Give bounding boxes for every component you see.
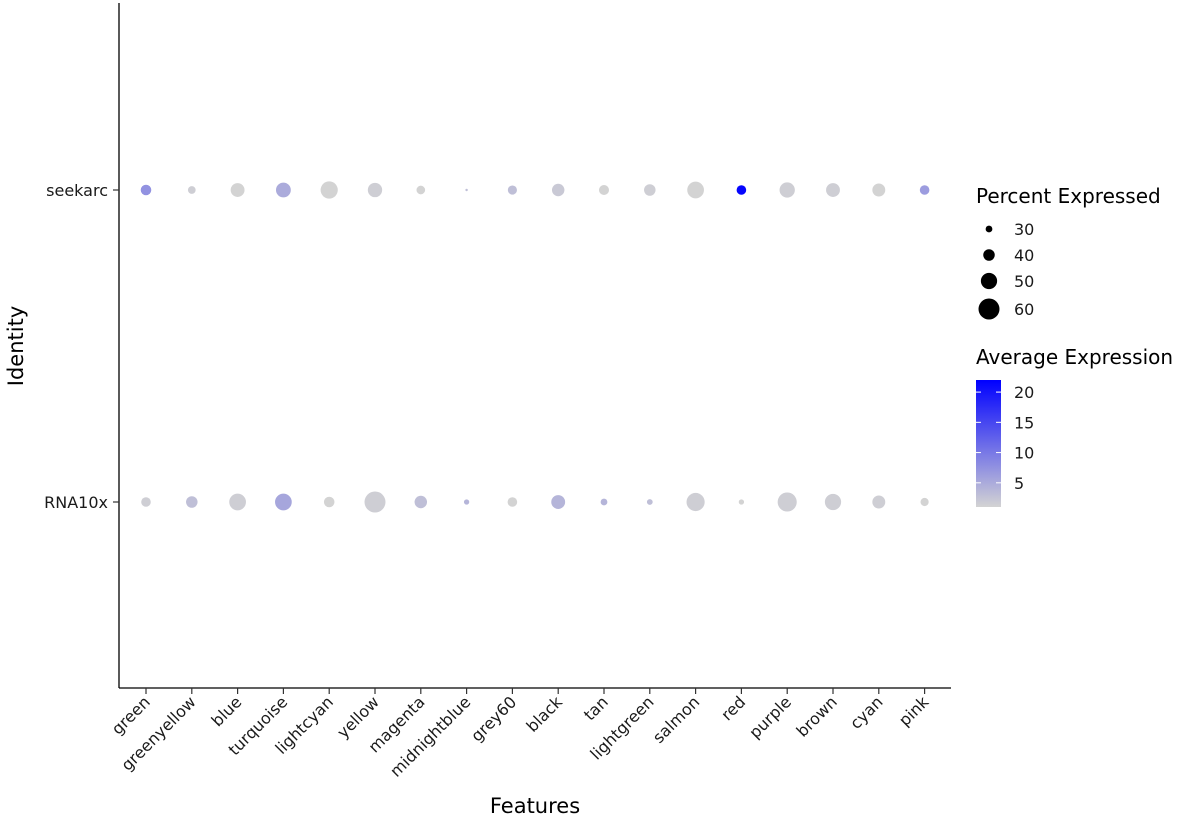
- dot-seekarc-yellow: [367, 182, 383, 198]
- y-axis-title: Identity: [4, 306, 28, 386]
- dot-seekarc-brown: [826, 183, 840, 197]
- x-tick-label-midnightblue: midnightblue: [386, 692, 474, 780]
- dot-RNA10x-greenyellow: [186, 496, 198, 508]
- size-legend-label-40: 40: [1014, 246, 1034, 265]
- dot-RNA10x-black: [551, 495, 566, 509]
- dot-RNA10x-turquoise: [275, 493, 292, 511]
- dot-seekarc-purple: [779, 182, 795, 198]
- size-legend-dot-30: [985, 225, 993, 233]
- dot-seekarc-cyan: [872, 183, 886, 197]
- dot-seekarc-red: [736, 185, 747, 195]
- x-axis-title: Features: [490, 794, 580, 816]
- x-tick-label-blue: blue: [208, 692, 246, 730]
- legend: Percent Expressed Average Expression 30 4…: [976, 184, 1173, 507]
- size-legend-label-60: 60: [1014, 300, 1034, 319]
- y-tick-label-seekarc: seekarc: [46, 181, 108, 200]
- size-legend-dot-40: [983, 249, 995, 261]
- dot-RNA10x-lightgreen: [646, 499, 653, 505]
- x-tick-label-grey60: grey60: [467, 692, 520, 745]
- dot-RNA10x-cyan: [872, 495, 886, 509]
- dot-RNA10x-blue: [229, 493, 246, 511]
- x-tick-label-red: red: [717, 692, 749, 724]
- x-tick-label-cyan: cyan: [846, 692, 886, 732]
- dot-seekarc-tan: [598, 184, 610, 196]
- plot-area: [140, 181, 930, 513]
- x-tick-label-brown: brown: [792, 692, 840, 740]
- size-legend-label-50: 50: [1014, 272, 1034, 291]
- x-tick-label-purple: purple: [745, 692, 795, 742]
- dot-seekarc-black: [551, 183, 565, 197]
- size-legend-dot-60: [978, 298, 1000, 320]
- dot-seekarc-magenta: [416, 185, 426, 195]
- color-legend-title: Average Expression: [976, 345, 1173, 369]
- dot-RNA10x-purple: [777, 492, 797, 512]
- x-tick-label-pink: pink: [895, 692, 933, 730]
- dot-RNA10x-brown: [824, 493, 842, 511]
- dot-seekarc-greenyellow: [187, 186, 196, 194]
- dot-seekarc-blue: [230, 183, 245, 197]
- dot-RNA10x-lightcyan: [323, 496, 335, 508]
- dot-seekarc-turquoise: [275, 182, 291, 198]
- dot-RNA10x-green: [141, 497, 151, 507]
- color-legend-label-15: 15: [1014, 413, 1034, 432]
- size-legend-label-30: 30: [1014, 220, 1034, 239]
- dot-RNA10x-tan: [600, 498, 608, 506]
- dot-RNA10x-yellow: [364, 491, 386, 513]
- color-legend-label-20: 20: [1014, 383, 1034, 402]
- dot-seekarc-pink: [919, 185, 930, 195]
- dot-seekarc-lightgreen: [644, 184, 656, 196]
- dot-seekarc-midnightblue: [465, 188, 468, 192]
- dot-RNA10x-salmon: [686, 492, 705, 512]
- color-legend-label-5: 5: [1014, 474, 1024, 493]
- dot-RNA10x-midnightblue: [463, 499, 470, 505]
- dot-RNA10x-red: [738, 499, 745, 505]
- color-bar: [976, 380, 1001, 507]
- dot-RNA10x-grey60: [507, 497, 518, 507]
- color-legend-label-10: 10: [1014, 444, 1034, 463]
- dot-seekarc-grey60: [507, 185, 517, 195]
- dot-RNA10x-magenta: [414, 495, 428, 509]
- x-tick-label-salmon: salmon: [649, 692, 704, 747]
- dot-seekarc-lightcyan: [320, 181, 338, 199]
- size-legend-dot-50: [980, 272, 998, 290]
- size-legend-title: Percent Expressed: [976, 184, 1161, 208]
- dot-RNA10x-pink: [920, 497, 929, 507]
- dot-seekarc-salmon: [687, 181, 704, 199]
- dot-seekarc-green: [140, 184, 152, 196]
- x-tick-label-black: black: [523, 692, 567, 736]
- x-tick-label-tan: tan: [580, 692, 612, 724]
- y-tick-label-RNA10x: RNA10x: [44, 493, 108, 512]
